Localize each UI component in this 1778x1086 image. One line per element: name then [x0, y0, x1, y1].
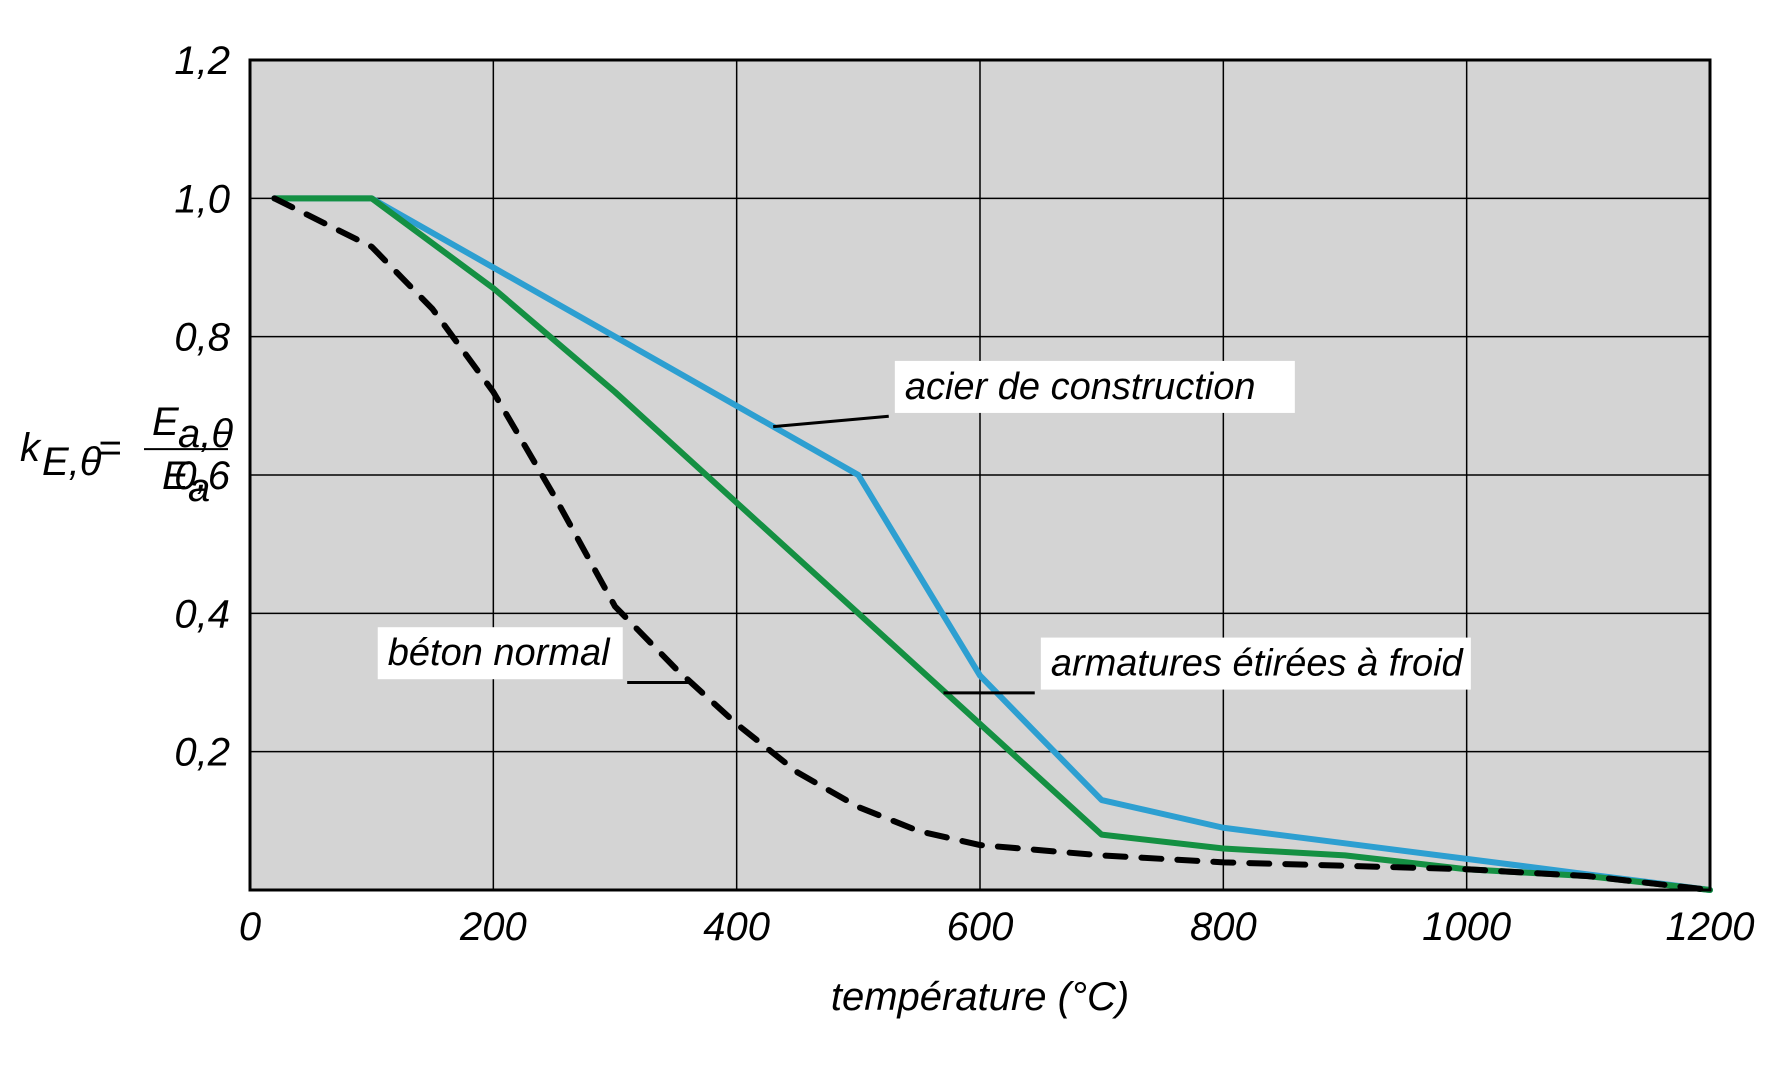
x-tick-label: 800	[1190, 905, 1257, 949]
svg-text:E: E	[162, 454, 190, 498]
legend-label-beton: béton normal	[388, 632, 611, 674]
svg-text:E,θ: E,θ	[42, 440, 102, 484]
svg-text:k: k	[20, 426, 42, 470]
y-tick-label: 1,2	[174, 39, 230, 83]
x-tick-label: 400	[703, 905, 770, 949]
x-tick-label: 1200	[1666, 905, 1755, 949]
svg-text:a: a	[188, 466, 210, 510]
chart-container: acier de construction armatures étirées à…	[0, 0, 1778, 1086]
svg-text:E: E	[152, 400, 180, 444]
x-tick-label: 1000	[1422, 905, 1511, 949]
legend-label-armatures: armatures étirées à froid	[1051, 643, 1465, 685]
x-tick-label: 600	[947, 905, 1014, 949]
y-tick-label: 1,0	[174, 177, 230, 221]
y-tick-label: 0,4	[174, 592, 230, 636]
x-tick-label: 0	[239, 905, 261, 949]
y-axis-label: kE,θ = Ea,θEa	[20, 400, 233, 510]
chart-svg: acier de construction armatures étirées à…	[0, 0, 1778, 1086]
svg-text:=: =	[98, 426, 121, 470]
y-tick-label: 0,8	[174, 316, 230, 360]
y-tick-label: 0,2	[174, 731, 230, 775]
legend-label-acier: acier de construction	[905, 366, 1256, 408]
x-axis-label: température (°C)	[831, 975, 1129, 1019]
x-tick-label: 200	[459, 905, 527, 949]
